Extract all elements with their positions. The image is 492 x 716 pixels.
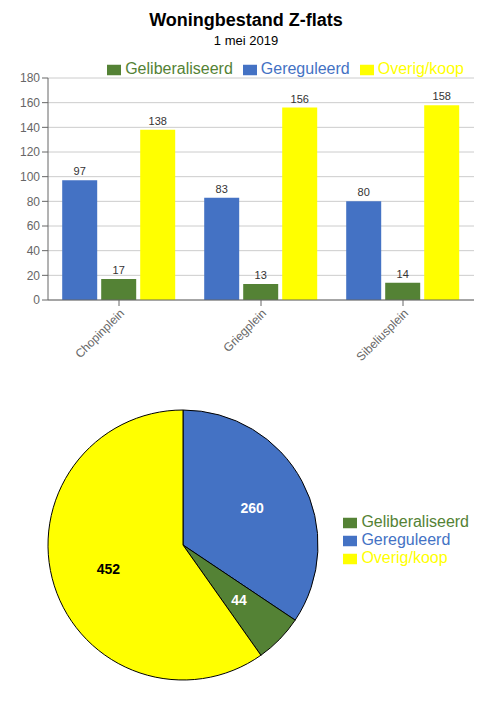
svg-text:100: 100 — [20, 170, 40, 184]
svg-text:0: 0 — [33, 293, 40, 307]
svg-text:83: 83 — [216, 183, 228, 195]
html-text:Geliberaliseerd: Geliberaliseerd — [125, 60, 233, 77]
html-text:Overig/koop: Overig/koop — [377, 60, 464, 77]
svg-text:138: 138 — [149, 115, 167, 127]
svg-text:14: 14 — [397, 268, 409, 280]
svg-text:160: 160 — [20, 96, 40, 110]
svg-text:80: 80 — [27, 195, 41, 209]
svg-text:Sibeliusplein: Sibeliusplein — [354, 306, 412, 364]
svg-text:97: 97 — [74, 165, 86, 177]
svg-text:260: 260 — [240, 500, 264, 516]
svg-text:180: 180 — [20, 71, 40, 85]
svg-text:Griegplein: Griegplein — [221, 306, 270, 355]
html-text:Gereguleerd: Gereguleerd — [260, 60, 350, 77]
html-text:1 mei 2019: 1 mei 2019 — [213, 33, 279, 48]
svg-text:140: 140 — [20, 121, 40, 135]
svg-text:120: 120 — [20, 145, 40, 159]
html-text:Overig/koop: Overig/koop — [361, 549, 448, 566]
html-text:Geliberaliseerd: Geliberaliseerd — [361, 513, 469, 530]
svg-text:Chopinplein: Chopinplein — [72, 306, 127, 361]
html-text:Woningbestand Z-flats: Woningbestand Z-flats — [149, 10, 343, 30]
html-text:Gereguleerd: Gereguleerd — [361, 531, 451, 548]
svg-text:40: 40 — [27, 244, 41, 258]
svg-text:452: 452 — [97, 561, 121, 577]
svg-text:17: 17 — [113, 264, 125, 276]
svg-text:158: 158 — [433, 90, 451, 102]
svg-text:156: 156 — [291, 93, 309, 105]
svg-text:60: 60 — [27, 219, 41, 233]
svg-text:44: 44 — [231, 592, 247, 608]
svg-text:13: 13 — [255, 269, 267, 281]
svg-text:80: 80 — [358, 186, 370, 198]
svg-text:20: 20 — [27, 269, 41, 283]
